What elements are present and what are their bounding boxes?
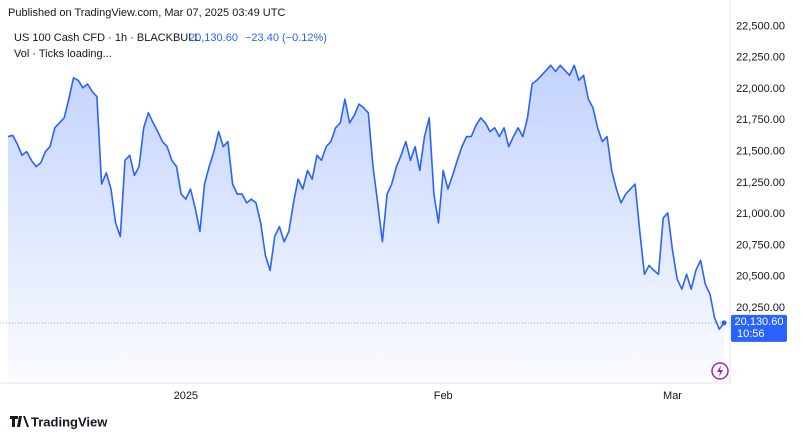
y-tick-label: 21,250.00 xyxy=(736,177,785,189)
price-box xyxy=(731,314,787,342)
chart-title: US 100 Cash CFD · 1h · BLACKBULL xyxy=(14,32,200,44)
y-tick-label: 21,750.00 xyxy=(736,114,785,126)
brand-logo xyxy=(10,416,29,427)
y-tick-label: 20,750.00 xyxy=(736,239,785,251)
price-line xyxy=(7,64,725,330)
y-tick-label: 20,500.00 xyxy=(736,271,785,283)
x-tick-label: Mar xyxy=(663,390,682,402)
countdown: 10:56 xyxy=(737,328,765,340)
price-box-label: 20,130.60 xyxy=(735,316,784,328)
y-tick-label: 22,500.00 xyxy=(736,20,785,32)
brand-name: TradingView xyxy=(31,414,108,429)
y-tick-label: 21,000.00 xyxy=(736,208,785,220)
published: Published on TradingView.com, Mar 07, 20… xyxy=(8,7,285,19)
header-change: −23.40 (−0.12%) xyxy=(245,32,327,44)
area-fill xyxy=(8,65,724,384)
header-price: 20,130.60 xyxy=(189,32,238,44)
last-point xyxy=(721,320,727,326)
x-tick-label: 2025 xyxy=(174,390,198,402)
x-tick-label: Feb xyxy=(434,390,453,402)
y-tick-label: 20,250.00 xyxy=(736,302,785,314)
y-tick-label: 21,500.00 xyxy=(736,145,785,157)
y-tick-label: 22,000.00 xyxy=(736,83,785,95)
volume-text: Vol · Ticks loading... xyxy=(14,48,112,60)
y-tick-label: 22,250.00 xyxy=(736,52,785,64)
